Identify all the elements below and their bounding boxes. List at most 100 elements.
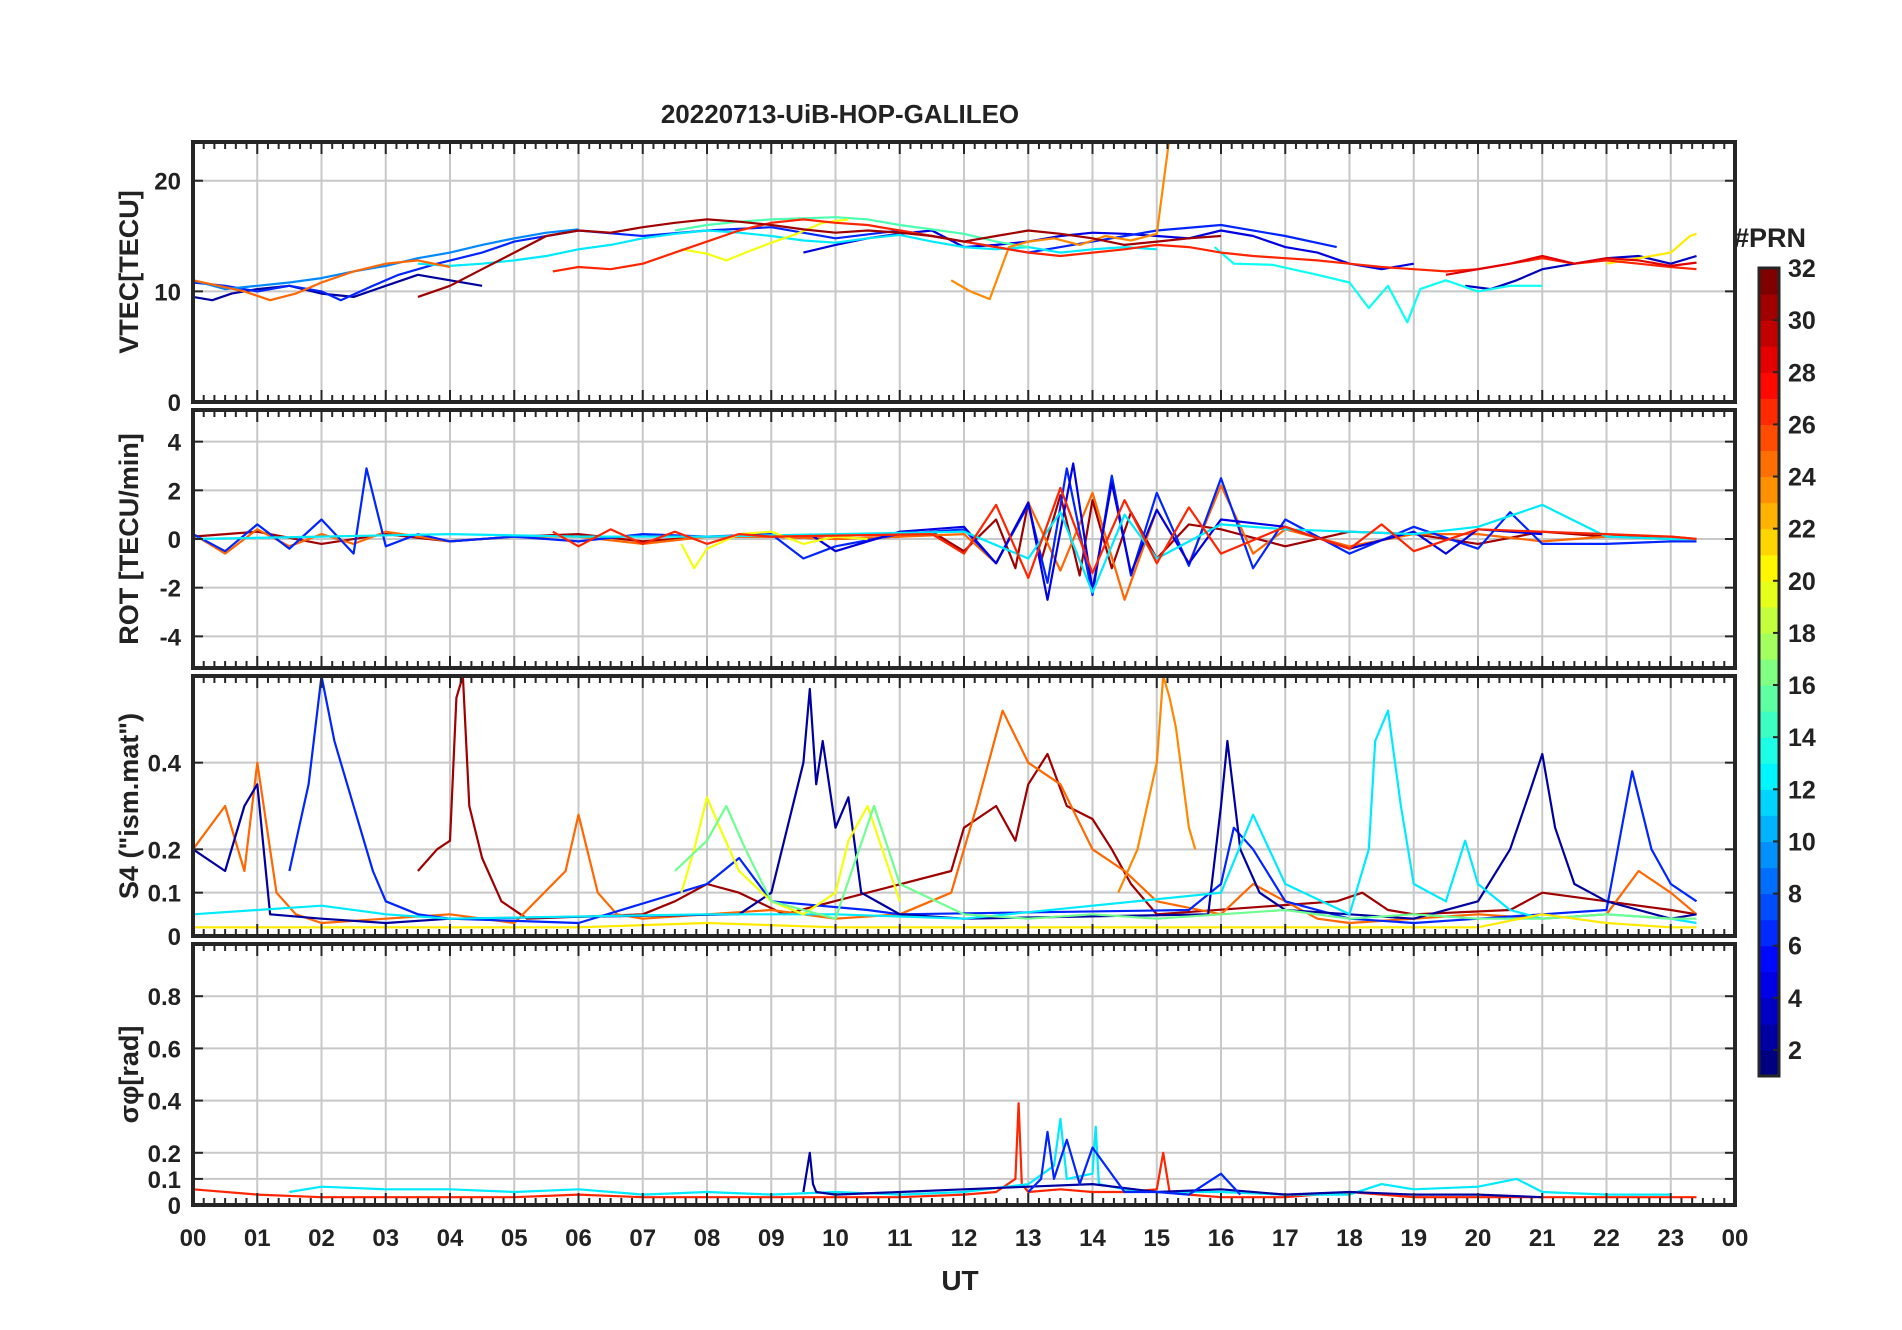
colorbar-segment [1759, 528, 1779, 556]
colorbar-segment [1759, 450, 1779, 478]
series-prn-25 [193, 709, 1698, 925]
series-prn-12 [193, 503, 1697, 594]
series-group [193, 142, 1697, 324]
colorbar-segment [1759, 372, 1779, 399]
colorbar-tick-label: 4 [1788, 985, 1802, 1013]
panel-s4: 0 0.1 0.2 0.4S4 ("ism.mat") [114, 674, 1737, 951]
panel-frame [191, 140, 1737, 404]
panel-frame [191, 942, 1737, 1207]
x-tick-label: 17 [1272, 1225, 1299, 1252]
colorbar-tick-label: 14 [1788, 724, 1816, 752]
x-tick-label: 12 [951, 1225, 978, 1252]
colorbar-tick-label: 8 [1788, 881, 1802, 909]
chart-title: 20220713-UiB-HOP-GALILEO [661, 99, 1019, 129]
x-tick-label: 15 [1143, 1225, 1170, 1252]
x-tick-label: 21 [1529, 1225, 1556, 1252]
colorbar-tick-label: 26 [1788, 411, 1816, 439]
y-tick-label: 0.8 [148, 984, 181, 1011]
series-prn-20 [680, 530, 868, 570]
colorbar-segment [1759, 606, 1779, 634]
series-prn-31 [417, 218, 1222, 298]
colorbar-tick-label: 6 [1788, 933, 1802, 961]
colorbar-segment [1759, 580, 1779, 608]
colorbar-segment [1759, 945, 1779, 973]
series-prn-12 [289, 1117, 1671, 1196]
colorbar-segment [1759, 815, 1779, 843]
colorbar-tick-label: 18 [1788, 620, 1816, 648]
series-prn-2 [802, 1151, 1543, 1199]
y-tick-label: -4 [160, 624, 182, 651]
colorbar-segment [1759, 658, 1779, 686]
panel-frame [191, 674, 1737, 938]
x-tick-label: 13 [1015, 1225, 1042, 1252]
x-tick-label: 16 [1208, 1225, 1235, 1252]
x-tick-label: 18 [1336, 1225, 1363, 1252]
colorbar-segment [1759, 294, 1779, 321]
y-tick-label: -2 [160, 576, 181, 603]
colorbar-tick-label: 20 [1788, 568, 1816, 596]
colorbar-segment [1759, 685, 1779, 712]
colorbar-segment [1759, 711, 1779, 738]
colorbar-tick-label: 12 [1788, 776, 1816, 804]
colorbar-segment [1759, 997, 1779, 1025]
x-axis-label: UT [941, 1265, 978, 1296]
colorbar-tick-label: 2 [1788, 1037, 1802, 1065]
colorbar-segment [1759, 424, 1779, 452]
panel-rot: -4 -2 0 2 4 ROT [TECU/min] [114, 408, 1737, 670]
series-prn-13 [1213, 246, 1543, 324]
series-prn-12 [193, 709, 1697, 925]
series-group [193, 462, 1697, 601]
series-prn-27 [193, 1102, 1697, 1199]
colorbar-segment [1759, 1049, 1779, 1077]
x-tick-label: 14 [1079, 1225, 1106, 1252]
x-tick-label: 05 [501, 1225, 528, 1252]
x-tick-label: 09 [758, 1225, 785, 1252]
series-prn-2 [193, 687, 1697, 925]
colorbar-segment [1759, 763, 1779, 790]
series-prn-6 [1027, 1130, 1242, 1196]
x-tick-label: 07 [629, 1225, 656, 1252]
series-prn-20 [681, 218, 849, 262]
colorbar-segment [1759, 1023, 1779, 1051]
series-prn-24 [950, 142, 1170, 301]
colorbar-segment [1759, 841, 1779, 869]
colorbar-tick-label: 24 [1788, 464, 1816, 492]
y-axis-label: σφ[rad] [114, 1026, 144, 1124]
colorbar-segment [1759, 867, 1779, 895]
y-axis-label: S4 ("ism.mat") [114, 713, 144, 899]
y-tick-label: 0 [168, 924, 181, 951]
y-tick-label: 10 [154, 279, 181, 306]
y-tick-label: 4 [168, 430, 182, 457]
colorbar-segment [1759, 476, 1779, 504]
x-tick-label: 23 [1657, 1225, 1684, 1252]
x-tick-label: 01 [244, 1225, 271, 1252]
series-prn-25 [193, 259, 451, 302]
colorbar-frame [1757, 266, 1781, 1078]
colorbar-tick-label: 28 [1788, 359, 1816, 387]
colorbar-tick-label: 10 [1788, 828, 1816, 856]
colorbar-segment [1759, 789, 1779, 816]
colorbar-tick-label: 30 [1788, 307, 1816, 335]
y-tick-label: 0 [168, 1193, 181, 1220]
series-prn-29 [1445, 254, 1697, 276]
y-tick-label: 0.4 [148, 751, 182, 778]
colorbar-segment [1759, 268, 1779, 295]
series-prn-31 [417, 676, 1697, 920]
panel-sigma: 00.10.2 0.4 0.6 0.8σφ[rad] [114, 942, 1737, 1220]
x-tick-label: 02 [308, 1225, 335, 1252]
colorbar-tick-label: 16 [1788, 672, 1816, 700]
x-tick-label: 20 [1465, 1225, 1492, 1252]
x-tick-label: 03 [372, 1225, 399, 1252]
colorbar-segment [1759, 737, 1779, 764]
x-tick-label: 00 [1722, 1225, 1749, 1252]
series-group [193, 1102, 1697, 1199]
colorbar-segment [1759, 893, 1779, 921]
y-tick-label: 0.2 [148, 1141, 181, 1168]
x-tick-label: 06 [565, 1225, 592, 1252]
series-prn-9 [193, 228, 579, 291]
x-tick-label: 22 [1593, 1225, 1620, 1252]
colorbar-tick-label: 32 [1788, 255, 1816, 283]
colorbar-segment [1759, 554, 1779, 582]
